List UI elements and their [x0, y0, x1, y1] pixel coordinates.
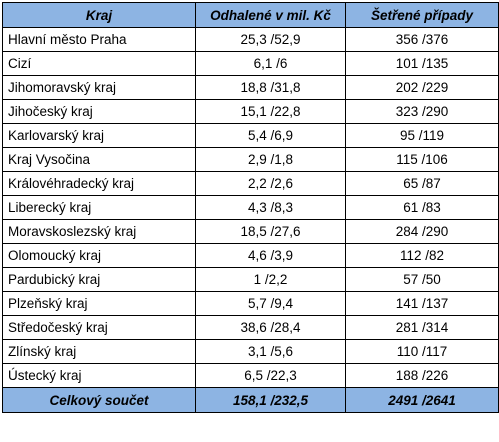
cell-setrene: 356 /376 [345, 27, 499, 52]
total-row: Celkový součet 158,1 /232,5 2491 /2641 [2, 387, 499, 413]
cell-kraj: Moravskoslezský kraj [2, 219, 196, 244]
cell-kraj: Jihomoravský kraj [2, 75, 196, 100]
table-row: Moravskoslezský kraj 18,5 /27,6 284 /290 [2, 219, 499, 244]
header-row: Kraj Odhalené v mil. Kč Šetřené případy [2, 2, 499, 28]
table-row: Cizí 6,1 /6 101 /135 [2, 51, 499, 76]
cell-setrene: 323 /290 [345, 99, 499, 124]
table-row: Liberecký kraj 4,3 /8,3 61 /83 [2, 195, 499, 220]
cell-odhalene: 1 /2,2 [195, 267, 346, 292]
cell-odhalene: 5,7 /9,4 [195, 291, 346, 316]
cell-setrene: 281 /314 [345, 315, 499, 340]
cell-odhalene: 4,3 /8,3 [195, 195, 346, 220]
cell-kraj: Kraj Vysočina [2, 147, 196, 172]
total-odhalene: 158,1 /232,5 [195, 387, 346, 413]
total-kraj: Celkový součet [2, 387, 196, 413]
cell-setrene: 110 /117 [345, 339, 499, 364]
cell-setrene: 65 /87 [345, 171, 499, 196]
cell-setrene: 202 /229 [345, 75, 499, 100]
table-row: Královéhradecký kraj 2,2 /2,6 65 /87 [2, 171, 499, 196]
table-row: Ústecký kraj 6,5 /22,3 188 /226 [2, 363, 499, 388]
cell-odhalene: 6,5 /22,3 [195, 363, 346, 388]
header-odhalene: Odhalené v mil. Kč [195, 2, 346, 28]
cell-odhalene: 25,3 /52,9 [195, 27, 346, 52]
cell-setrene: 95 /119 [345, 123, 499, 148]
cell-kraj: Plzeňský kraj [2, 291, 196, 316]
cell-odhalene: 4,6 /3,9 [195, 243, 346, 268]
cell-kraj: Pardubický kraj [2, 267, 196, 292]
cell-setrene: 284 /290 [345, 219, 499, 244]
table-row: Kraj Vysočina 2,9 /1,8 115 /106 [2, 147, 499, 172]
cell-odhalene: 15,1 /22,8 [195, 99, 346, 124]
cell-setrene: 101 /135 [345, 51, 499, 76]
cell-odhalene: 5,4 /6,9 [195, 123, 346, 148]
cell-odhalene: 2,9 /1,8 [195, 147, 346, 172]
cell-setrene: 61 /83 [345, 195, 499, 220]
cell-kraj: Olomoucký kraj [2, 243, 196, 268]
table-row: Pardubický kraj 1 /2,2 57 /50 [2, 267, 499, 292]
table-row: Hlavní město Praha 25,3 /52,9 356 /376 [2, 27, 499, 52]
header-setrene: Šetřené případy [345, 2, 499, 28]
header-kraj: Kraj [2, 2, 196, 28]
regional-cases-table: Kraj Odhalené v mil. Kč Šetřené případy … [2, 2, 499, 413]
cell-setrene: 188 /226 [345, 363, 499, 388]
cell-kraj: Zlínský kraj [2, 339, 196, 364]
cell-kraj: Královéhradecký kraj [2, 171, 196, 196]
cell-setrene: 141 /137 [345, 291, 499, 316]
table-row: Plzeňský kraj 5,7 /9,4 141 /137 [2, 291, 499, 316]
cell-kraj: Karlovarský kraj [2, 123, 196, 148]
table-row: Karlovarský kraj 5,4 /6,9 95 /119 [2, 123, 499, 148]
table-row: Středočeský kraj 38,6 /28,4 281 /314 [2, 315, 499, 340]
cell-kraj: Jihočeský kraj [2, 99, 196, 124]
cell-setrene: 112 /82 [345, 243, 499, 268]
table-row: Jihočeský kraj 15,1 /22,8 323 /290 [2, 99, 499, 124]
cell-odhalene: 38,6 /28,4 [195, 315, 346, 340]
table-container: Kraj Odhalené v mil. Kč Šetřené případy … [2, 2, 499, 413]
cell-setrene: 57 /50 [345, 267, 499, 292]
cell-kraj: Středočeský kraj [2, 315, 196, 340]
cell-kraj: Cizí [2, 51, 196, 76]
cell-odhalene: 2,2 /2,6 [195, 171, 346, 196]
total-setrene: 2491 /2641 [345, 387, 499, 413]
cell-odhalene: 18,5 /27,6 [195, 219, 346, 244]
table-row: Jihomoravský kraj 18,8 /31,8 202 /229 [2, 75, 499, 100]
cell-setrene: 115 /106 [345, 147, 499, 172]
table-row: Olomoucký kraj 4,6 /3,9 112 /82 [2, 243, 499, 268]
cell-odhalene: 18,8 /31,8 [195, 75, 346, 100]
cell-kraj: Liberecký kraj [2, 195, 196, 220]
cell-kraj: Ústecký kraj [2, 363, 196, 388]
cell-odhalene: 3,1 /5,6 [195, 339, 346, 364]
cell-odhalene: 6,1 /6 [195, 51, 346, 76]
cell-kraj: Hlavní město Praha [2, 27, 196, 52]
table-row: Zlínský kraj 3,1 /5,6 110 /117 [2, 339, 499, 364]
